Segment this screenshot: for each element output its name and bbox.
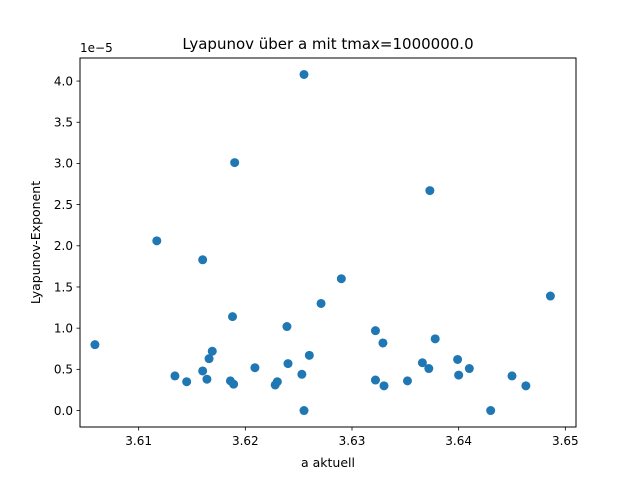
x-axis-ticks: 3.61 3.62 3.63 3.64 3.65: [125, 427, 579, 448]
data-point-4: [198, 366, 208, 376]
data-point-36: [486, 406, 496, 416]
data-point-37: [507, 371, 517, 381]
y-tick-label: 0.0: [54, 404, 73, 418]
y-tick-label: 2.0: [54, 239, 73, 253]
data-point-30: [424, 364, 434, 374]
data-point-13: [250, 363, 260, 373]
data-point-12: [230, 158, 240, 168]
data-point-33: [453, 354, 463, 364]
data-point-6: [202, 374, 212, 384]
data-point-7: [204, 354, 214, 364]
data-point-22: [316, 298, 326, 308]
data-point-18: [297, 369, 307, 379]
data-point-23: [336, 274, 346, 284]
data-point-2: [170, 371, 180, 381]
y-axis-label: Lyapunov-Exponent: [28, 181, 43, 304]
data-point-16: [282, 322, 292, 332]
y-offset-label: 1e−5: [80, 41, 113, 55]
data-point-5: [198, 255, 208, 265]
data-point-32: [430, 334, 440, 344]
data-point-25: [370, 375, 380, 385]
y-tick-label: 3.5: [54, 116, 73, 130]
data-point-29: [417, 358, 427, 368]
data-point-15: [272, 377, 282, 387]
data-point-1: [152, 236, 162, 246]
data-point-26: [378, 338, 388, 348]
y-tick-label: 2.5: [54, 198, 73, 212]
data-point-39: [545, 291, 555, 301]
x-tick-label: 3.61: [125, 434, 152, 448]
x-tick-label: 3.63: [339, 434, 366, 448]
chart-title: Lyapunov über a mit tmax=1000000.0: [182, 35, 473, 53]
x-tick-label: 3.65: [552, 434, 579, 448]
data-point-20: [299, 406, 309, 416]
data-point-24: [370, 326, 380, 336]
y-tick-label: 0.5: [54, 363, 73, 377]
data-point-31: [425, 186, 435, 196]
data-point-35: [464, 364, 474, 374]
points-layer: [90, 69, 555, 416]
x-axis-label: a aktuell: [301, 455, 355, 470]
data-point-0: [90, 340, 100, 350]
plot-frame: [79, 57, 577, 428]
y-tick-label: 4.0: [54, 74, 73, 88]
data-point-19: [299, 69, 309, 79]
data-point-11: [229, 379, 239, 389]
y-tick-label: 1.0: [54, 321, 73, 335]
data-point-17: [283, 359, 293, 369]
data-point-28: [402, 376, 412, 386]
data-point-34: [454, 370, 464, 380]
x-tick-label: 3.62: [232, 434, 259, 448]
data-point-8: [207, 346, 217, 356]
y-tick-label: 3.0: [54, 157, 73, 171]
data-point-27: [379, 381, 389, 391]
y-axis-ticks: 0.0 0.5 1.0 1.5 2.0 2.5 3.0 3.5 4.0: [54, 74, 80, 418]
data-point-21: [304, 350, 314, 360]
x-tick-label: 3.64: [445, 434, 472, 448]
data-point-10: [228, 312, 238, 322]
data-point-38: [521, 381, 531, 391]
data-point-3: [182, 377, 192, 387]
y-tick-label: 1.5: [54, 280, 73, 294]
